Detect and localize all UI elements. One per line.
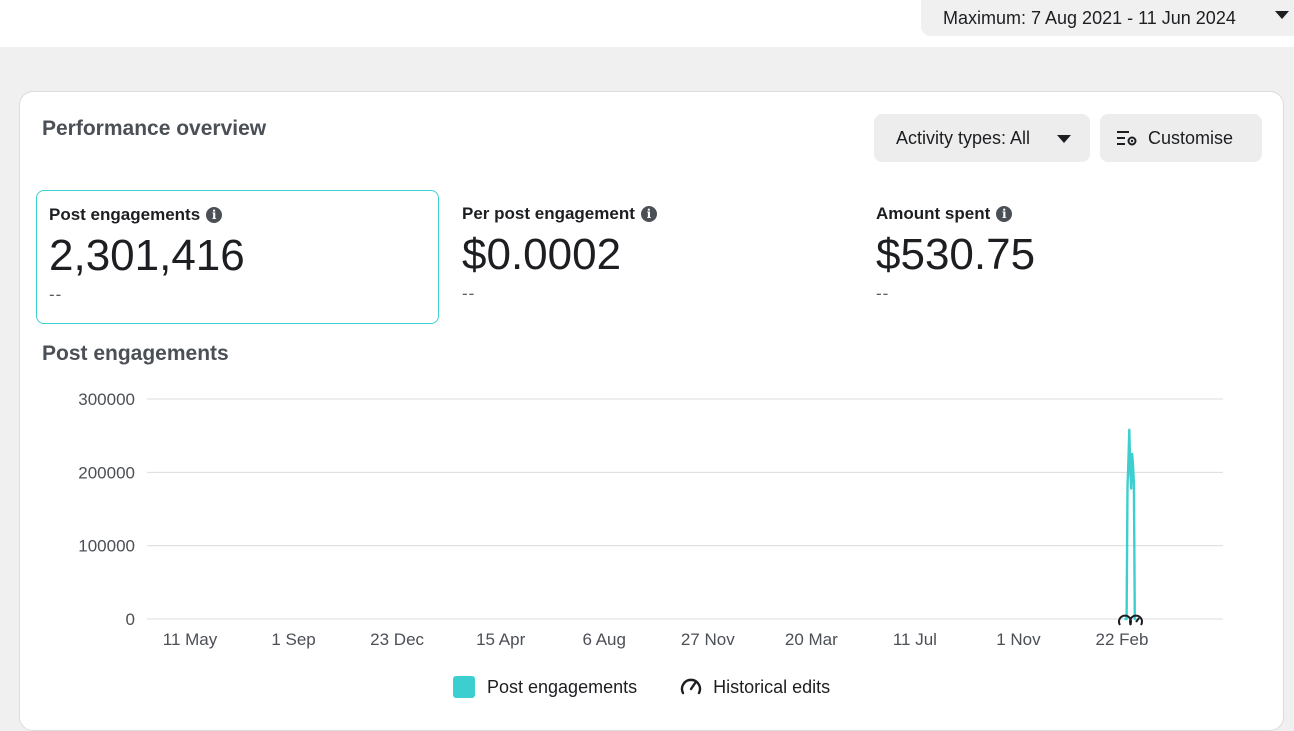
data-point	[1131, 453, 1133, 455]
chevron-down-icon	[1275, 11, 1289, 19]
metric-label: Per post engagement	[462, 204, 635, 223]
x-tick-label: 1 Sep	[271, 630, 315, 649]
data-point	[1132, 464, 1134, 466]
x-tick-label: 11 May	[163, 630, 218, 649]
legend-item-historical-edits[interactable]: Historical edits	[679, 676, 830, 698]
x-tick-label: 11 Jul	[893, 630, 937, 649]
chart-legend: Post engagements Historical edits	[453, 676, 830, 698]
chart-title: Post engagements	[42, 342, 229, 365]
data-point	[1128, 429, 1131, 431]
legend-swatch	[453, 676, 475, 698]
data-point	[1126, 486, 1129, 488]
x-tick-label: 27 Nov	[681, 630, 735, 649]
customise-button[interactable]: Customise	[1100, 114, 1262, 162]
metric-per-post-engagement[interactable]: Per post engagement i $0.0002 --	[450, 190, 853, 324]
post-engagements-chart[interactable]: 0 100000 200000 300000 11 May 1 Sep 23 Dec 15 A…	[20, 372, 1285, 672]
info-icon[interactable]: i	[996, 206, 1013, 222]
data-point	[1133, 482, 1135, 485]
legend-label: Post engagements	[487, 676, 638, 697]
date-range-selector[interactable]: Maximum: 7 Aug 2021 - 11 Jun 2024	[921, 0, 1294, 36]
legend-item-post-engagements[interactable]: Post engagements	[453, 676, 637, 698]
y-tick-label: 200000	[78, 463, 135, 482]
x-tick-label: 15 Apr	[476, 630, 525, 649]
customise-label: Customise	[1148, 127, 1234, 148]
metric-label: Post engagements	[49, 205, 201, 224]
data-point	[1127, 460, 1130, 463]
metric-post-engagements[interactable]: Post engagements i 2,301,416 --	[36, 190, 439, 324]
x-tick-label: 23 Dec	[370, 630, 424, 649]
card-title: Performance overview	[42, 117, 267, 140]
data-point	[1123, 618, 1126, 620]
performance-overview-card: Performance overview Activity types: All…	[19, 91, 1284, 731]
metric-amount-spent[interactable]: Amount spent i $530.75 --	[864, 190, 1267, 324]
metric-comparison: --	[876, 284, 890, 303]
date-range-label: Maximum: 7 Aug 2021 - 11 Jun 2024	[943, 7, 1236, 28]
data-point	[1129, 467, 1132, 470]
x-tick-label: 22 Feb	[1096, 630, 1149, 649]
activity-types-label: Activity types: All	[896, 127, 1031, 148]
metric-comparison: --	[49, 285, 63, 304]
metric-value: 2,301,416	[49, 231, 245, 280]
metric-value: $0.0002	[462, 230, 622, 279]
data-point	[1130, 487, 1132, 490]
activity-types-button[interactable]: Activity types: All	[874, 114, 1090, 162]
legend-label: Historical edits	[713, 676, 831, 697]
chevron-down-icon	[1057, 135, 1071, 143]
metric-label: Amount spent	[876, 204, 991, 223]
x-tick-label: 6 Aug	[582, 630, 626, 649]
customise-icon	[1117, 131, 1137, 146]
gauge-icon	[680, 678, 702, 695]
x-tick-label: 1 Nov	[996, 630, 1041, 649]
series-line	[1124, 428, 1137, 621]
data-point	[1125, 618, 1128, 620]
y-tick-label: 300000	[78, 390, 135, 409]
data-point	[1134, 618, 1137, 620]
y-tick-label: 0	[126, 610, 135, 629]
info-icon[interactable]: i	[640, 206, 657, 222]
metric-value: $530.75	[876, 230, 1036, 279]
metric-comparison: --	[462, 284, 476, 303]
historical-edit-marker[interactable]	[1118, 614, 1143, 626]
top-bar: Maximum: 7 Aug 2021 - 11 Jun 2024	[0, 0, 1294, 47]
info-icon[interactable]: i	[206, 207, 223, 223]
x-tick-label: 20 Mar	[785, 630, 838, 649]
y-tick-label: 100000	[78, 537, 135, 556]
